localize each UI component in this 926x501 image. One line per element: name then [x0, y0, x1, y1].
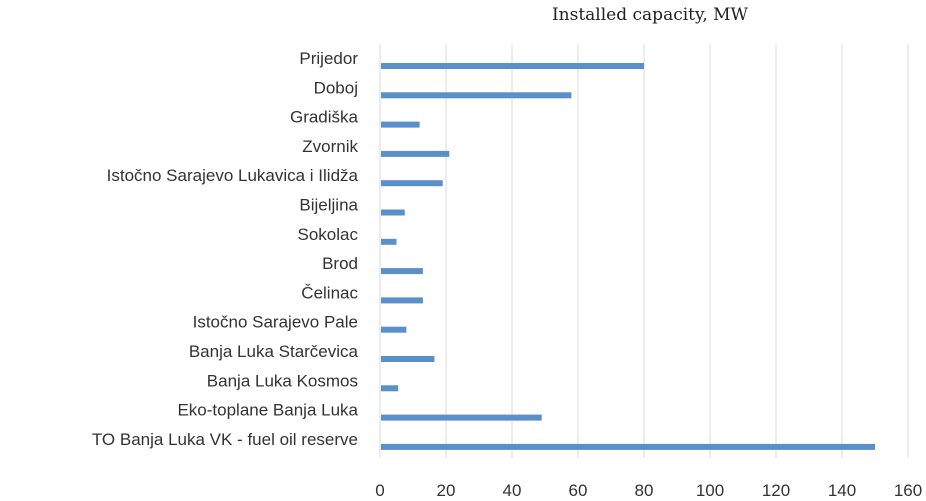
category-label: Doboj [314, 78, 358, 97]
chart-title: Installed capacity, MW [552, 5, 749, 25]
bars [381, 63, 875, 450]
category-label: Eko-toplane Banja Luka [177, 401, 358, 420]
x-tick-label: 140 [828, 481, 856, 500]
category-label: Sokolac [298, 225, 359, 244]
x-tick-label: 160 [894, 481, 922, 500]
bar [381, 356, 435, 362]
bar [381, 414, 542, 421]
x-tick-label: 60 [569, 481, 588, 500]
bar [381, 63, 644, 69]
x-tick-label: 80 [635, 481, 654, 500]
bar [381, 92, 572, 99]
bar [381, 150, 450, 157]
x-tick-label: 100 [696, 481, 724, 500]
category-label: Banja Luka Kosmos [207, 371, 358, 390]
category-label: Istočno Sarajevo Lukavica i Ilidža [107, 166, 359, 185]
category-labels: Prijedor Doboj Gradiška Zvornik Istočno Sara… [92, 49, 359, 449]
category-label: Prijedor [299, 49, 358, 68]
category-label: Istočno Sarajevo Pale [193, 313, 358, 332]
gridlines [379, 44, 909, 458]
bar [381, 385, 399, 392]
bar [381, 209, 405, 216]
bar [381, 268, 423, 275]
bar [381, 326, 407, 333]
x-tick-labels: 0 20 40 60 80 100 120 140 160 [375, 481, 922, 500]
bar [381, 443, 875, 450]
category-label: Banja Luka Starčevica [189, 342, 359, 361]
bar [381, 297, 423, 304]
x-tick-label: 40 [503, 481, 522, 500]
category-label: Gradiška [290, 108, 359, 127]
category-label: TO Banja Luka VK - fuel oil reserve [92, 430, 358, 449]
category-label: Bijeljina [299, 196, 358, 215]
x-tick-label: 0 [375, 481, 384, 500]
x-tick-label: 20 [437, 481, 456, 500]
category-label: Čelinac [301, 283, 358, 302]
category-label: Brod [322, 254, 358, 273]
bar [381, 121, 420, 128]
category-label: Zvornik [302, 137, 358, 156]
bar [381, 180, 443, 187]
bar [381, 238, 397, 245]
x-tick-label: 120 [762, 481, 790, 500]
